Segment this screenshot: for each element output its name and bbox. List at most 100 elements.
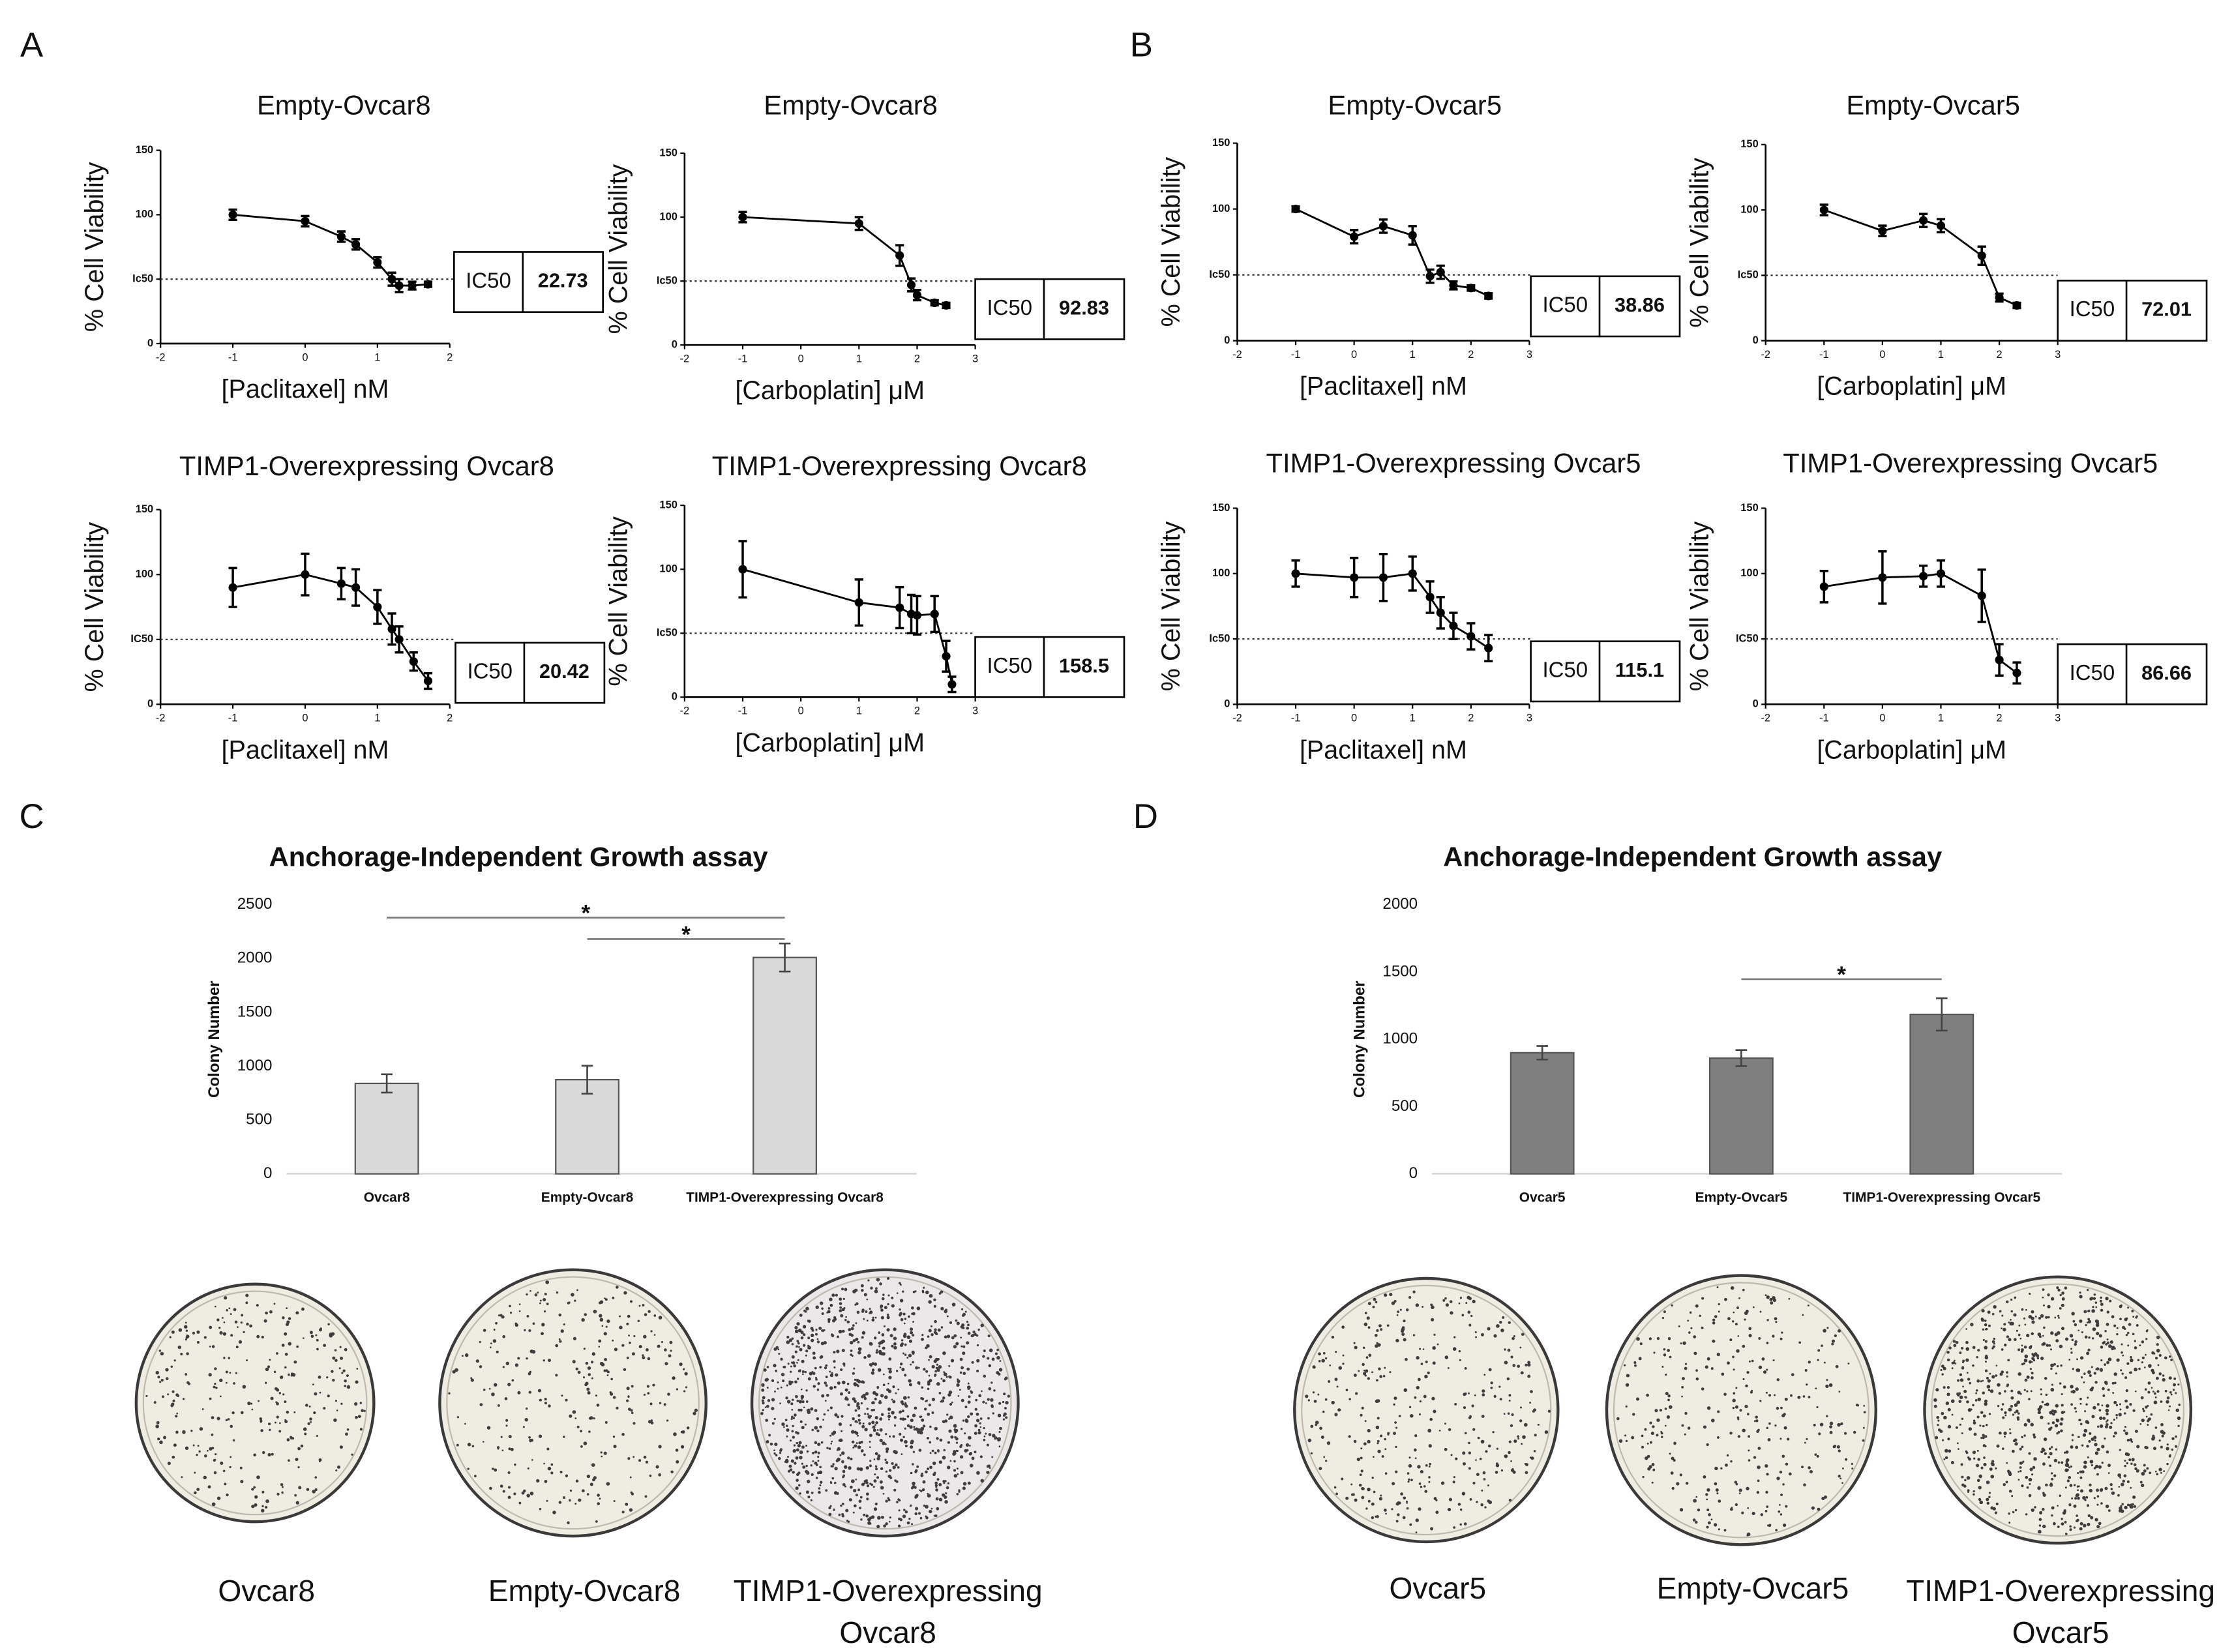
colony — [226, 1493, 229, 1497]
colony — [1684, 1433, 1686, 1436]
colony — [819, 1356, 822, 1359]
colony — [1468, 1392, 1470, 1394]
colony — [626, 1387, 630, 1391]
colony — [934, 1373, 937, 1376]
colony — [2026, 1486, 2029, 1489]
colony — [1512, 1364, 1516, 1367]
colony — [861, 1331, 866, 1335]
colony — [2096, 1495, 2100, 1498]
colony — [959, 1455, 964, 1459]
colony — [985, 1402, 987, 1404]
colony — [526, 1293, 528, 1296]
colony — [837, 1335, 839, 1338]
colony — [2021, 1445, 2024, 1449]
colony — [1802, 1395, 1806, 1398]
colony — [2075, 1387, 2079, 1391]
colony — [1432, 1361, 1436, 1365]
colony — [1817, 1359, 1819, 1361]
colony — [1701, 1297, 1705, 1300]
colony — [1661, 1316, 1665, 1320]
colony — [974, 1451, 977, 1454]
colony — [2040, 1415, 2044, 1419]
colony — [944, 1480, 947, 1482]
colony — [1517, 1364, 1521, 1368]
colony — [953, 1334, 957, 1338]
colony — [876, 1349, 878, 1351]
data-point — [942, 652, 951, 661]
colony — [953, 1474, 958, 1478]
colony — [1420, 1363, 1423, 1365]
colony — [1362, 1363, 1365, 1366]
colony — [2096, 1403, 2100, 1406]
colony — [1477, 1436, 1480, 1439]
colony — [875, 1468, 878, 1471]
colony — [2121, 1503, 2124, 1505]
colony — [841, 1514, 845, 1518]
colony — [1729, 1338, 1733, 1342]
colony — [1787, 1438, 1790, 1441]
data-point — [1449, 281, 1458, 290]
colony — [2119, 1477, 2121, 1479]
colony — [2094, 1518, 2098, 1522]
colony — [962, 1419, 965, 1422]
colony — [1985, 1423, 1988, 1426]
colony — [928, 1374, 931, 1377]
colony — [2076, 1493, 2079, 1497]
colony — [899, 1410, 902, 1413]
colony — [882, 1441, 886, 1445]
colony — [2055, 1372, 2057, 1375]
error-bar — [1536, 1045, 1548, 1061]
colony — [1667, 1349, 1670, 1352]
colony — [345, 1432, 348, 1436]
y-tick-label: 500 — [1392, 1097, 1418, 1115]
colony — [1480, 1439, 1485, 1444]
colony — [2010, 1405, 2014, 1408]
data-point — [373, 602, 382, 612]
colony — [864, 1413, 867, 1415]
colony — [1782, 1523, 1787, 1527]
colony — [1811, 1506, 1815, 1510]
colony — [1337, 1408, 1341, 1412]
colony — [1364, 1420, 1367, 1423]
colony — [2017, 1391, 2021, 1394]
colony — [871, 1401, 874, 1404]
data-point — [738, 213, 747, 222]
ic50-label: IC50 — [2070, 660, 2115, 685]
colony — [2024, 1323, 2027, 1326]
colony — [936, 1437, 939, 1440]
colony — [627, 1408, 631, 1411]
colony — [857, 1434, 859, 1437]
colony — [2040, 1450, 2044, 1454]
colony — [889, 1476, 893, 1479]
colony — [896, 1370, 899, 1372]
colony — [2105, 1504, 2109, 1509]
data-point — [409, 657, 418, 666]
colony — [171, 1390, 175, 1393]
colony — [2049, 1482, 2053, 1486]
colony — [1974, 1398, 1978, 1402]
colony — [819, 1301, 824, 1305]
colony — [256, 1304, 259, 1307]
colony — [502, 1366, 505, 1368]
colony — [1682, 1341, 1686, 1345]
colony — [1982, 1379, 1984, 1382]
colony — [1747, 1507, 1750, 1509]
colony — [934, 1426, 938, 1431]
colony — [644, 1495, 648, 1498]
colony — [1367, 1377, 1370, 1380]
colony — [771, 1422, 775, 1425]
data-point — [906, 280, 916, 289]
colony — [284, 1419, 286, 1421]
colony — [2070, 1385, 2074, 1389]
colony — [1973, 1493, 1975, 1496]
colony — [864, 1396, 867, 1400]
colony — [1428, 1476, 1431, 1479]
colony — [2050, 1363, 2054, 1368]
colony — [802, 1373, 804, 1376]
colony — [892, 1400, 896, 1404]
fit-line — [742, 568, 953, 685]
colony — [1399, 1308, 1402, 1311]
colony — [1980, 1318, 1984, 1321]
colony — [860, 1381, 863, 1383]
colony — [829, 1370, 831, 1373]
